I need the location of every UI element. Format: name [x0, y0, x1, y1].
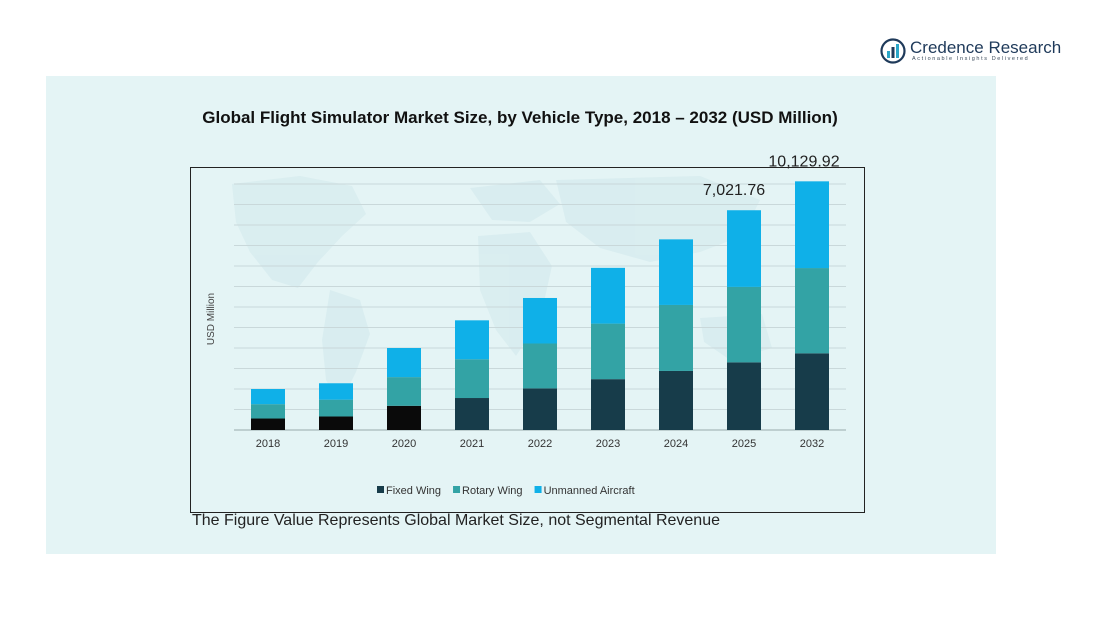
bar-2022-fixed-wing	[523, 388, 557, 430]
x-tick-labels: 2018 2019 2020 2021 2022 2023 2024 2025 2032	[256, 438, 824, 450]
bar-2018-unmanned-aircraft	[251, 389, 285, 405]
brand-tagline: Actionable Insights Delivered	[912, 56, 1030, 62]
bar-2022-unmanned-aircraft	[523, 297, 557, 344]
brand-logo: Credence Research Actionable Insights De…	[880, 36, 1070, 66]
bar-2032-unmanned-aircraft	[795, 181, 829, 269]
bar-2025-unmanned-aircraft	[727, 210, 761, 287]
bar-2021-unmanned-aircraft	[455, 320, 489, 360]
bar-2024-rotary-wing	[659, 304, 693, 371]
bar-2020-rotary-wing	[387, 377, 421, 406]
x-tick-label: 2019	[324, 438, 348, 450]
map-continent-2	[470, 180, 560, 222]
bar-2021-fixed-wing	[455, 398, 489, 430]
bar-2020-fixed-wing	[387, 405, 421, 430]
brand-name-part1: Credence	[910, 38, 984, 57]
bar-2032-fixed-wing	[795, 353, 829, 430]
x-tick-label: 2023	[596, 438, 620, 450]
bar-2025-fixed-wing	[727, 362, 761, 430]
data-label: 10,129.92	[768, 153, 839, 170]
x-tick-label: 2025	[732, 438, 756, 450]
x-tick-label: 2024	[664, 438, 688, 450]
y-axis-label: USD Million	[206, 293, 217, 345]
legend-swatch	[453, 486, 461, 493]
bar-2023-unmanned-aircraft	[591, 267, 625, 324]
bar-2018-rotary-wing	[251, 404, 285, 419]
data-label: 7,021.76	[703, 182, 765, 199]
bar-2023-fixed-wing	[591, 379, 625, 430]
bar-2024-unmanned-aircraft	[659, 239, 693, 305]
bar-2025-rotary-wing	[727, 286, 761, 363]
x-tick-label: 2032	[800, 438, 824, 450]
bar-2022-rotary-wing	[523, 343, 557, 389]
x-tick-label: 2021	[460, 438, 484, 450]
x-tick-label: 2018	[256, 438, 280, 450]
brand-name: Credence Research	[910, 38, 1061, 58]
bar-2021-rotary-wing	[455, 359, 489, 399]
map-continent-1	[322, 290, 370, 404]
bars	[251, 181, 829, 430]
bar-2019-unmanned-aircraft	[319, 383, 353, 400]
x-tick-label: 2022	[528, 438, 552, 450]
bar-2032-rotary-wing	[795, 268, 829, 354]
bar-2024-fixed-wing	[659, 370, 693, 430]
brand-name-part2: Research	[983, 38, 1062, 57]
legend: Fixed Wing Rotary Wing Unmanned Aircraft	[377, 485, 635, 497]
bar-2018-fixed-wing	[251, 418, 285, 430]
legend-label: Unmanned Aircraft	[544, 485, 635, 497]
bar-2020-unmanned-aircraft	[387, 348, 421, 378]
chart-title: Global Flight Simulator Market Size, by …	[202, 108, 838, 127]
chart-caption: The Figure Value Represents Global Marke…	[192, 512, 720, 529]
bar-2023-rotary-wing	[591, 323, 625, 380]
plot-frame	[190, 167, 865, 513]
bar-chart-logo-icon	[880, 38, 906, 64]
legend-swatch	[377, 486, 384, 493]
map-continent-0	[232, 176, 366, 288]
map-continent-4	[556, 176, 760, 262]
x-tick-label: 2020	[392, 438, 416, 450]
bar-2019-fixed-wing	[319, 416, 353, 430]
legend-swatch	[534, 486, 542, 493]
legend-label: Fixed Wing	[386, 485, 441, 497]
legend-label: Rotary Wing	[462, 485, 523, 497]
bar-2019-rotary-wing	[319, 399, 353, 417]
